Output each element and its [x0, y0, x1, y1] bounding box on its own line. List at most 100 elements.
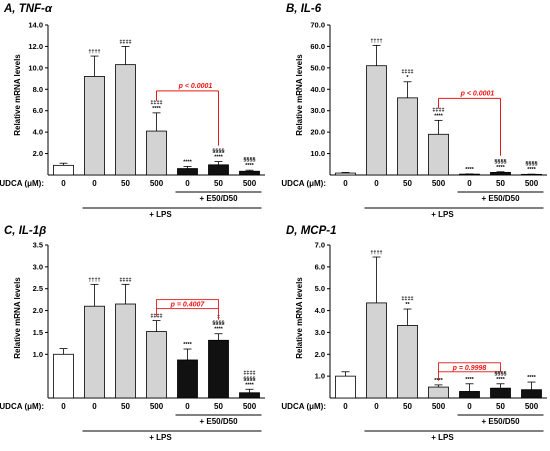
bar: [208, 164, 229, 176]
chart-panel: C, IL-1β Relative mRNA levels 1.0 1.5 2.0 2.5…: [0, 225, 265, 442]
y-tick-label: 3.5: [33, 241, 43, 250]
x-tick-label: 0: [343, 179, 348, 188]
y-tick-label: 2.0: [315, 350, 325, 359]
comparison-p-value: p = 0.4007: [170, 302, 206, 309]
y-tick-label: 6.0: [315, 262, 325, 271]
y-tick-label: 8.0: [33, 85, 43, 94]
significance-marker: §§§§: [494, 371, 506, 377]
significance-marker: ††††: [88, 49, 100, 55]
significance-marker: ****: [527, 167, 536, 173]
significance-marker: ****: [183, 159, 192, 165]
y-tick-label: 50.0: [310, 63, 325, 72]
y-tick-label: 7.0: [315, 241, 325, 250]
bar: [239, 170, 260, 176]
chart-panel: A, TNF-α Relative mRNA levels 2.0 4.0 6.0 8.0…: [0, 3, 265, 219]
x-tick-label: 0: [467, 179, 472, 188]
x-tick-label: 0: [61, 179, 66, 188]
lps-group-label: + LPS: [149, 210, 172, 219]
x-tick-label: 50: [496, 179, 505, 188]
x-tick-label: 50: [121, 402, 130, 411]
y-tick-label: 30.0: [310, 106, 325, 115]
x-tick-label: 0: [374, 179, 379, 188]
significance-marker: ††††: [370, 38, 382, 44]
x-tick-label: 500: [525, 179, 539, 188]
bar: [428, 133, 449, 176]
significance-marker: ††††: [370, 250, 382, 256]
y-tick-label: 20.0: [310, 128, 325, 137]
bar: [239, 392, 260, 399]
x-tick-label: 0: [374, 402, 379, 411]
significance-marker: ****: [496, 165, 505, 171]
x-tick-label: 0: [185, 402, 190, 411]
bar: [335, 172, 356, 176]
x-tick-label: 0: [92, 402, 97, 411]
y-tick-label: 2.5: [33, 284, 43, 293]
panel-title: D, MCP-1: [286, 225, 336, 237]
x-tick-label: 0: [343, 402, 348, 411]
significance-marker: ****: [214, 327, 223, 333]
significance-marker: ‡‡‡‡: [119, 39, 131, 45]
x-tick-label: 500: [150, 179, 164, 188]
y-axis-label: Relative mRNA levels: [13, 54, 22, 136]
significance-marker: §§§§: [525, 161, 537, 167]
significance-marker: ****: [245, 382, 254, 388]
bar: [84, 76, 105, 176]
significance-marker: ‡‡‡‡: [401, 296, 413, 302]
significance-marker: §§§§: [212, 321, 224, 327]
x-tick-label: 0: [61, 402, 66, 411]
y-tick-label: 10.0: [28, 63, 43, 72]
treatment-group-label: + E50/D50: [199, 417, 238, 426]
comparison-bracket: [156, 299, 219, 310]
bar: [146, 331, 167, 399]
x-tick-label: 500: [432, 402, 446, 411]
bar: [490, 387, 511, 399]
significance-marker: §§§§: [243, 376, 255, 382]
significance-marker: *: [406, 75, 409, 81]
treatment-group-label: + E50/D50: [481, 417, 520, 426]
treatment-group-label: + E50/D50: [199, 194, 238, 203]
x-tick-label: 500: [243, 179, 257, 188]
significance-marker: ****: [152, 106, 161, 112]
significance-marker: ‡‡‡‡: [243, 370, 255, 376]
significance-marker: ****: [527, 375, 536, 381]
bar: [335, 375, 356, 399]
y-tick-label: 1.5: [33, 328, 43, 337]
bar: [397, 325, 418, 399]
x-tick-label: 500: [243, 402, 257, 411]
y-tick-label: 14.0: [28, 21, 43, 30]
significance-marker: ‡‡‡‡: [401, 69, 413, 75]
lps-group-label: + LPS: [149, 433, 172, 442]
significance-marker: §§§§: [243, 157, 255, 163]
x-tick-label: 50: [214, 402, 223, 411]
x-tick-label: 50: [403, 402, 412, 411]
significance-marker: §§§§: [212, 149, 224, 155]
x-tick-label: 0: [185, 179, 190, 188]
y-tick-label: 1.0: [315, 372, 325, 381]
y-tick-label: 2.0: [33, 306, 43, 315]
significance-marker: ****: [465, 377, 474, 383]
y-tick-label: 6.0: [33, 106, 43, 115]
significance-marker: ****: [465, 167, 474, 173]
x-tick-label: 500: [432, 179, 446, 188]
x-tick-label: 0: [92, 179, 97, 188]
bar: [115, 64, 136, 176]
bar: [208, 339, 229, 399]
y-tick-label: 3.0: [33, 262, 43, 271]
significance-marker: **: [405, 302, 410, 308]
comparison-bracket: [438, 362, 501, 373]
comparison-p-value: p = 0.9998: [452, 365, 487, 372]
bar: [366, 302, 387, 399]
y-tick-label: 5.0: [315, 284, 325, 293]
bar: [53, 353, 74, 399]
significance-marker: ‡‡‡‡: [150, 100, 162, 106]
bar: [521, 389, 542, 399]
bar: [146, 130, 167, 176]
panel-title: A, TNF-α: [3, 3, 53, 15]
bar: [366, 65, 387, 176]
treatment-group-label: + E50/D50: [481, 194, 520, 203]
bar: [397, 97, 418, 176]
bar: [53, 164, 74, 176]
panel-title: B, IL-6: [286, 3, 322, 15]
y-axis-label: Relative mRNA levels: [295, 54, 304, 136]
x-tick-label: 500: [525, 402, 539, 411]
